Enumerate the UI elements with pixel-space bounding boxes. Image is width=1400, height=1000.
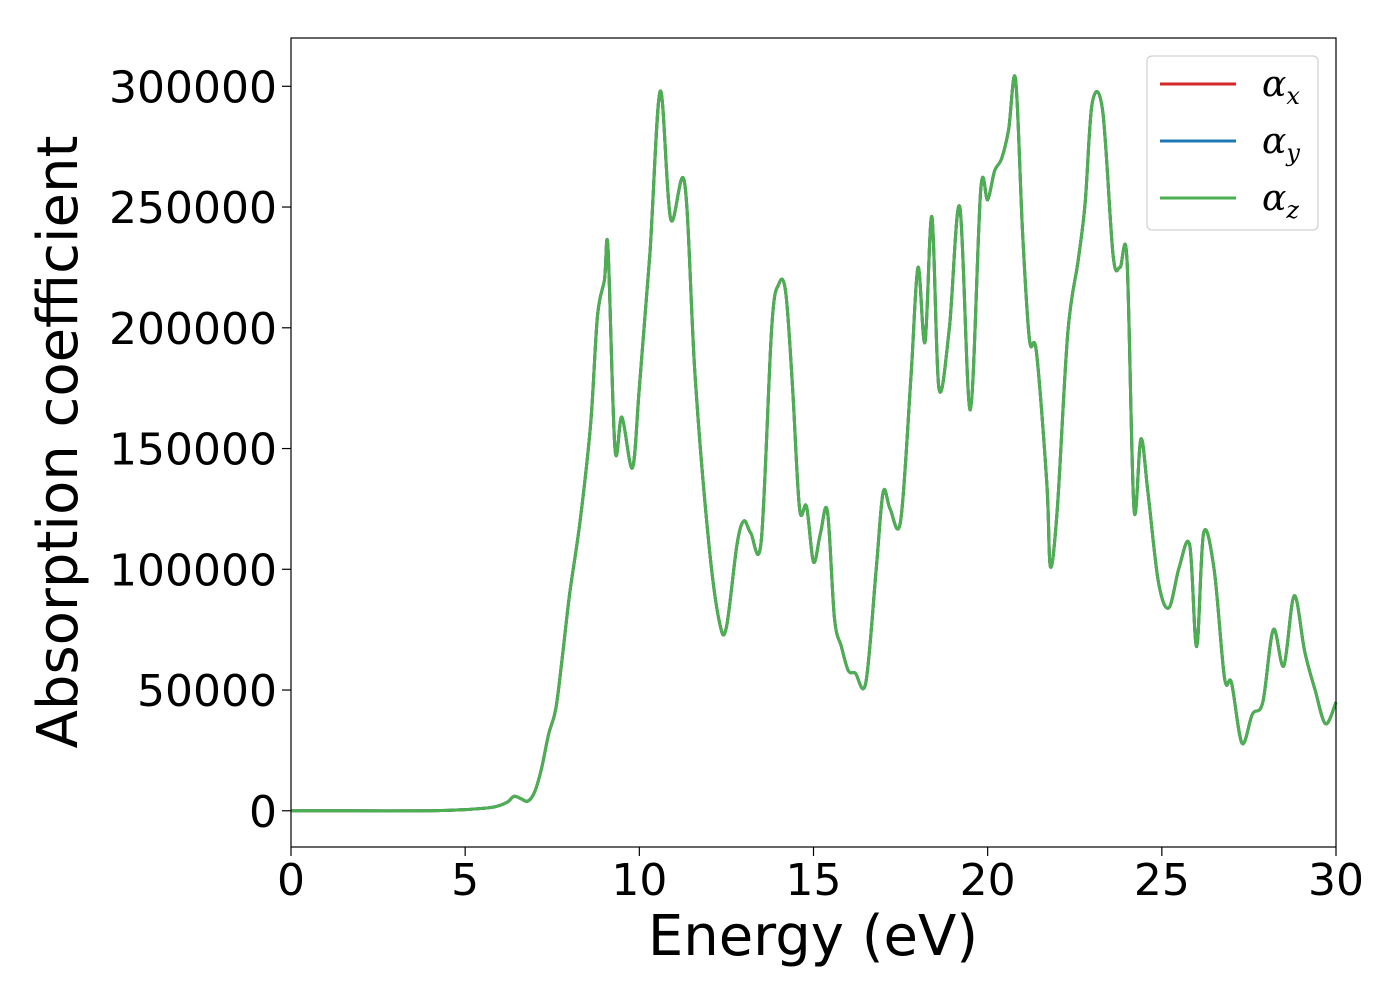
x-axis: 0 5 10 15 20 25 30 (277, 847, 1364, 906)
x-tick-label: 30 (1308, 855, 1364, 906)
y-tick-label: 50000 (137, 666, 277, 717)
x-tick-label: 5 (451, 855, 479, 906)
legend-label-z: αz (1262, 178, 1299, 224)
y-tick-label: 0 (249, 787, 277, 838)
y-tick-label: 250000 (109, 183, 277, 234)
legend-symbol: α (1262, 121, 1286, 162)
legend-subscript: y (1285, 139, 1300, 167)
legend-label-y: αy (1262, 121, 1300, 167)
y-tick-label: 100000 (109, 545, 277, 596)
legend-box (1146, 55, 1319, 231)
x-tick-label: 25 (1134, 855, 1190, 906)
x-tick-label: 10 (611, 855, 667, 906)
series-line-alpha-z (291, 74, 1338, 813)
x-tick-label: 0 (277, 855, 305, 906)
y-tick-label: 200000 (109, 304, 277, 355)
legend-label-x: αx (1262, 64, 1300, 110)
legend-subscript: z (1285, 196, 1299, 224)
x-tick-label: 20 (960, 855, 1016, 906)
series-layer (291, 74, 1338, 813)
y-tick-label: 300000 (109, 62, 277, 113)
x-axis-label: Energy (eV) (648, 904, 978, 969)
legend-subscript: x (1286, 82, 1300, 110)
x-tick-label: 15 (786, 855, 842, 906)
legend-symbol: α (1262, 178, 1286, 219)
y-axis-label: Absorption coefficient (26, 136, 91, 749)
legend-symbol: α (1262, 64, 1286, 105)
y-axis: 0 50000 100000 150000 200000 250000 300000 (109, 62, 291, 838)
y-tick-label: 150000 (109, 425, 277, 476)
